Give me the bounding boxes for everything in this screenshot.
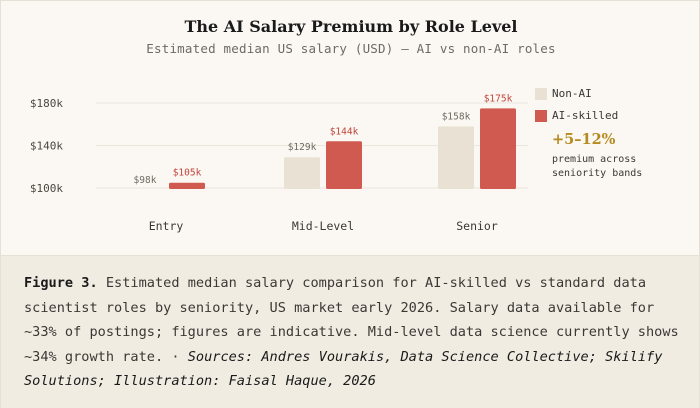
bar-ai-skilled bbox=[326, 141, 362, 189]
legend-item-ai-skilled: AI-skilled bbox=[535, 109, 619, 122]
y-tick-label: $140k bbox=[30, 140, 63, 153]
chart-title: The AI Salary Premium by Role Level bbox=[184, 17, 518, 36]
caption-separator: · bbox=[163, 348, 188, 365]
caption-paragraph: Figure 3. Estimated median salary compar… bbox=[24, 271, 679, 394]
data-label: $98k bbox=[134, 175, 157, 186]
legend-label-non-ai: Non-AI bbox=[552, 87, 592, 100]
data-label: $175k bbox=[484, 93, 513, 104]
y-tick-label: $180k bbox=[30, 97, 63, 110]
bar-ai-skilled bbox=[480, 108, 516, 189]
bar-non-ai bbox=[284, 157, 320, 189]
bar-non-ai bbox=[438, 126, 474, 189]
data-label: $158k bbox=[442, 111, 471, 122]
data-label: $105k bbox=[173, 168, 202, 179]
bar-chart: $100k $140k $180k $98k $105k Entry $129k $144k M… bbox=[30, 93, 528, 233]
figure-caption: Figure 3. Estimated median salary compar… bbox=[1, 255, 699, 408]
legend-item-non-ai: Non-AI bbox=[535, 87, 592, 100]
premium-annotation-text: premium across seniority bands bbox=[552, 154, 643, 179]
bar-ai-skilled bbox=[169, 182, 205, 189]
legend-label-ai-skilled: AI-skilled bbox=[552, 109, 619, 122]
caption-sources: Sources: Andres Vourakis, Data Science C… bbox=[24, 348, 663, 390]
x-tick-label: Mid-Level bbox=[292, 219, 354, 233]
caption-text: Estimated median salary comparison for A… bbox=[24, 275, 679, 365]
x-tick-label: Senior bbox=[456, 219, 498, 233]
legend-swatch-non-ai bbox=[535, 88, 547, 100]
data-label: $144k bbox=[330, 126, 359, 137]
chart-subtitle: Estimated median US salary (USD) — AI vs… bbox=[146, 41, 556, 56]
data-label: $129k bbox=[288, 142, 317, 153]
caption-label: Figure 3. bbox=[24, 275, 98, 291]
legend-swatch-ai-skilled bbox=[535, 110, 547, 122]
y-tick-label: $100k bbox=[30, 182, 63, 195]
premium-annotation-value: +5–12% bbox=[552, 131, 616, 148]
x-tick-label: Entry bbox=[149, 219, 184, 233]
